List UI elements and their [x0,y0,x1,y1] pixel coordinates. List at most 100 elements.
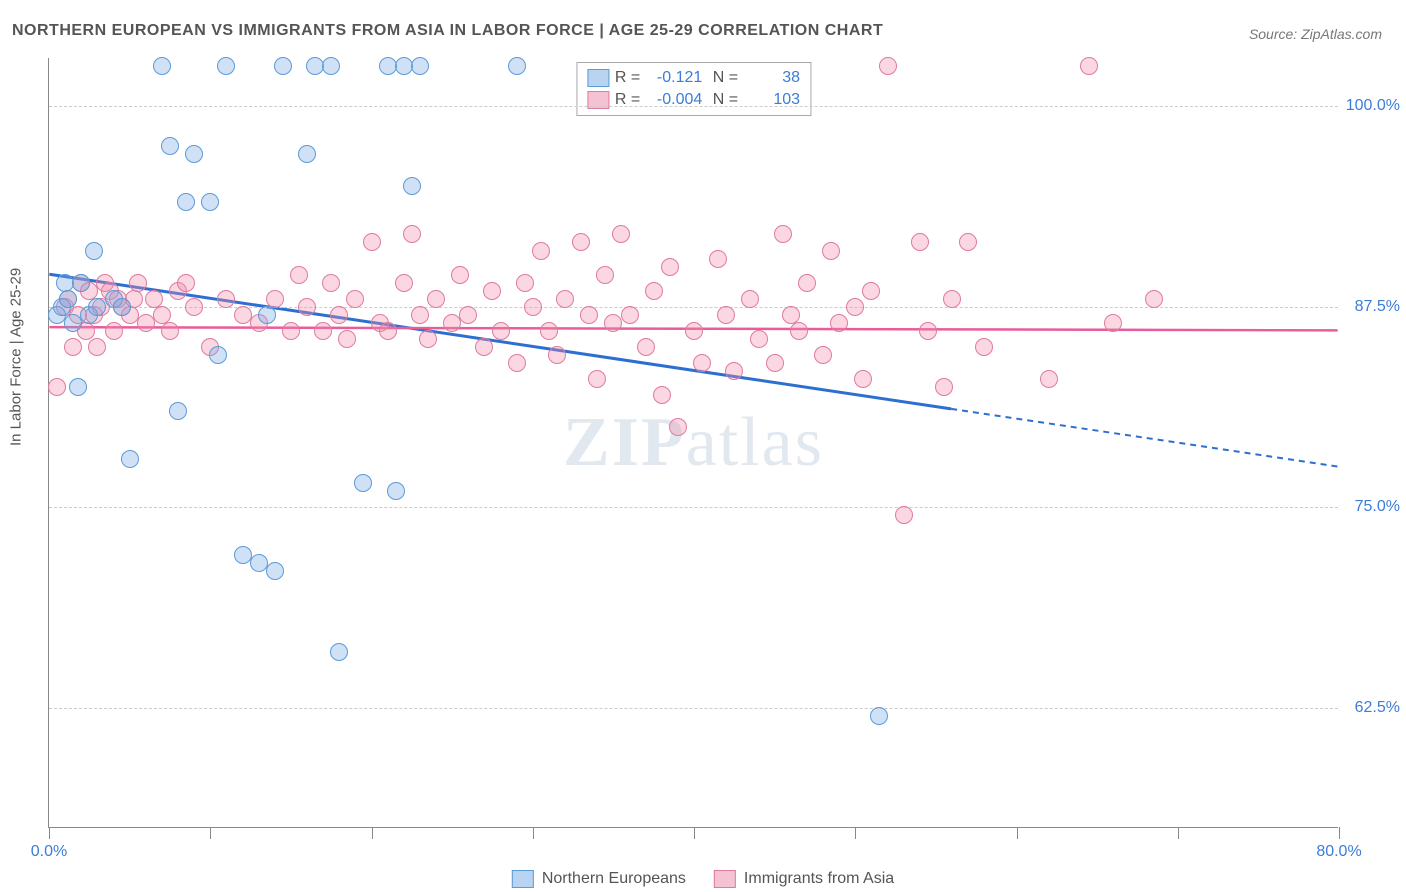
bottom-legend: Northern Europeans Immigrants from Asia [512,870,894,888]
data-point [556,290,574,308]
data-point [322,274,340,292]
plot-area: ZIPatlas R = -0.121 N = 38 R = -0.004 N … [48,58,1338,828]
data-point [621,306,639,324]
data-point [217,290,235,308]
data-point [1040,370,1058,388]
data-point [379,322,397,340]
data-point [274,57,292,75]
data-point [411,306,429,324]
data-point [830,314,848,332]
data-point [129,274,147,292]
legend-swatch-pink [714,870,736,888]
x-tick [210,827,211,839]
y-tick-label: 87.5% [1355,298,1400,316]
x-tick [1017,827,1018,839]
data-point [774,225,792,243]
data-point [1145,290,1163,308]
x-tick [372,827,373,839]
gridline [49,507,1338,508]
correlation-chart: NORTHERN EUROPEAN VS IMMIGRANTS FROM ASI… [0,0,1406,892]
data-point [943,290,961,308]
data-point [298,298,316,316]
data-point [387,482,405,500]
bottom-legend-item: Immigrants from Asia [714,870,894,888]
data-point [911,233,929,251]
chart-title: NORTHERN EUROPEAN VS IMMIGRANTS FROM ASI… [12,22,883,40]
correlation-legend: R = -0.121 N = 38 R = -0.004 N = 103 [576,62,811,116]
data-point [419,330,437,348]
data-point [451,266,469,284]
data-point [709,250,727,268]
data-point [693,354,711,372]
data-point [298,145,316,163]
data-point [1080,57,1098,75]
data-point [459,306,477,324]
data-point [69,378,87,396]
data-point [403,177,421,195]
data-point [59,290,77,308]
data-point [741,290,759,308]
data-point [282,322,300,340]
data-point [492,322,510,340]
data-point [290,266,308,284]
data-point [354,474,372,492]
data-point [725,362,743,380]
bottom-legend-item: Northern Europeans [512,870,686,888]
data-point [508,57,526,75]
data-point [314,322,332,340]
data-point [524,298,542,316]
data-point [363,233,381,251]
data-point [975,338,993,356]
data-point [532,242,550,260]
data-point [475,338,493,356]
y-tick-label: 62.5% [1355,699,1400,717]
data-point [516,274,534,292]
data-point [540,322,558,340]
data-point [588,370,606,388]
data-point [572,233,590,251]
data-point [201,193,219,211]
legend-swatch-blue [587,69,609,87]
data-point [935,378,953,396]
data-point [258,306,276,324]
data-point [862,282,880,300]
data-point [161,322,179,340]
data-point [330,306,348,324]
data-point [846,298,864,316]
data-point [596,266,614,284]
data-point [766,354,784,372]
gridline [49,106,1338,107]
data-point [177,274,195,292]
data-point [854,370,872,388]
data-point [653,386,671,404]
data-point [185,298,203,316]
data-point [685,322,703,340]
data-point [113,298,131,316]
data-point [669,418,687,436]
data-point [612,225,630,243]
x-tick [694,827,695,839]
data-point [790,322,808,340]
data-point [346,290,364,308]
data-point [395,274,413,292]
data-point [411,57,429,75]
data-point [177,193,195,211]
data-point [870,707,888,725]
trend-lines [49,58,1338,827]
gridline [49,708,1338,709]
data-point [919,322,937,340]
x-tick-label: 80.0% [1316,843,1361,861]
data-point [85,242,103,260]
data-point [1104,314,1122,332]
data-point [895,506,913,524]
data-point [72,274,90,292]
legend-row: R = -0.121 N = 38 [587,67,800,89]
data-point [661,258,679,276]
y-tick-label: 100.0% [1346,97,1400,115]
watermark: ZIPatlas [563,403,824,483]
data-point [105,322,123,340]
data-point [217,57,235,75]
data-point [403,225,421,243]
data-point [645,282,663,300]
data-point [637,338,655,356]
